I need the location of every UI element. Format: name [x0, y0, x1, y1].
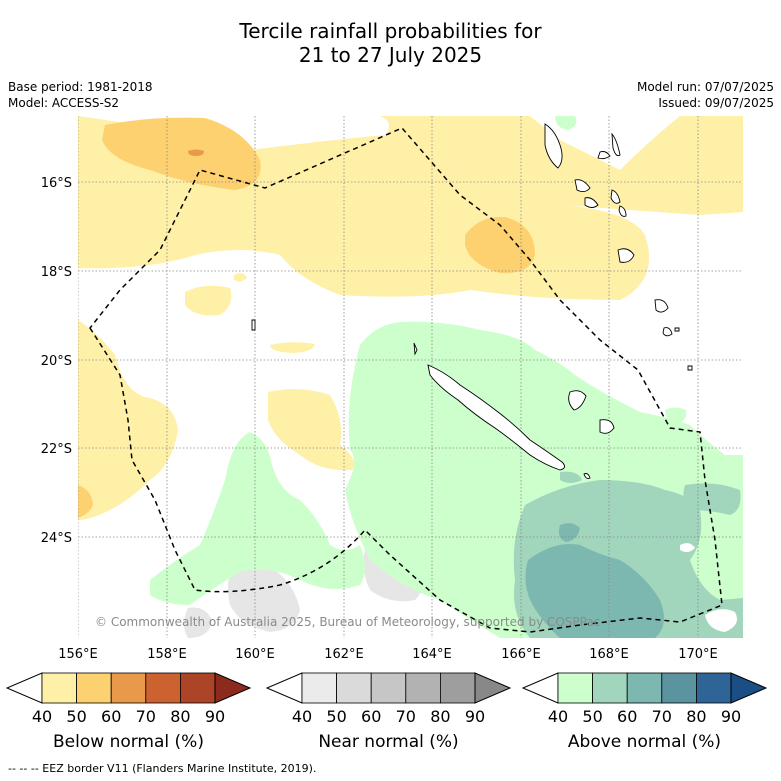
near-normal-colorbar-title: Near normal (%)	[318, 732, 458, 752]
near-normal-colorbar-segment	[439, 672, 476, 704]
model-name: Model: ACCESS-S2	[8, 96, 120, 110]
vanuatu-islands	[544, 123, 563, 169]
below-normal-colorbar-segment	[179, 672, 216, 704]
below-normal-colorbar-segment	[76, 672, 112, 704]
lat-label-22s: 22°S	[41, 442, 72, 457]
below-normal-colorbar-tick: 90	[205, 707, 225, 726]
lon-label-166e: 166°E	[501, 647, 541, 662]
near-normal-colorbar-tick: 50	[326, 707, 346, 726]
near-normal-colorbar-under-triangle	[265, 672, 303, 704]
above-normal-colorbar-over-triangle	[730, 672, 768, 704]
near-normal-colorbar-over-triangle	[474, 672, 512, 704]
above-normal-colorbar-tick: 40	[548, 707, 568, 726]
above-normal-60-70-region	[525, 523, 664, 638]
above-normal-colorbar-title: Above normal (%)	[568, 732, 721, 752]
longitude-labels: 156°E 158°E 160°E 162°E 164°E 166°E 168°…	[58, 647, 718, 662]
above-normal-colorbar-segment	[696, 672, 732, 704]
near-normal-colorbar-segment	[405, 672, 441, 704]
coastlines	[251, 123, 693, 479]
lon-label-168e: 168°E	[589, 647, 629, 662]
lon-label-170e: 170°E	[678, 647, 718, 662]
below-normal-colorbar-tick: 40	[32, 707, 52, 726]
lat-label-24s: 24°S	[41, 531, 72, 546]
near-normal-colorbar-tick: 60	[361, 707, 381, 726]
lon-label-158e: 158°E	[147, 647, 187, 662]
near-normal-colorbar-segment	[336, 672, 372, 704]
near-normal-colorbar-tick: 90	[465, 707, 485, 726]
near-normal-colorbar-tick: 40	[292, 707, 312, 726]
above-normal-colorbar-under-triangle	[521, 672, 559, 704]
lon-label-162e: 162°E	[324, 647, 364, 662]
lon-label-156e: 156°E	[58, 647, 98, 662]
eez-footer-note: -- -- -- EEZ border V11 (Flanders Marine…	[8, 762, 317, 775]
above-normal-colorbar-segment	[592, 672, 628, 704]
above-normal-colorbar-tick: 50	[582, 707, 602, 726]
below-normal-60-70-region	[188, 149, 204, 156]
near-normal-colorbar-tick: 70	[396, 707, 416, 726]
above-normal-colorbar-segment	[661, 672, 697, 704]
below-normal-colorbar-tick: 50	[66, 707, 86, 726]
near-normal-colorbar-segment	[370, 672, 407, 704]
map-title-line1: Tercile rainfall probabilities for	[239, 19, 542, 43]
above-normal-colorbar-tick: 90	[721, 707, 741, 726]
lat-label-20s: 20°S	[41, 354, 72, 369]
lat-label-16s: 16°S	[41, 176, 72, 191]
map-title-line2: 21 to 27 July 2025	[298, 43, 483, 67]
copyright-notice: © Commonwealth of Australia 2025, Bureau…	[95, 615, 600, 629]
below-normal-colorbar-segment	[145, 672, 181, 704]
lat-label-18s: 18°S	[41, 265, 72, 280]
below-normal-colorbar-tick: 60	[101, 707, 121, 726]
below-normal-colorbar-segment	[41, 672, 77, 704]
above-normal-colorbar-tick: 80	[686, 707, 706, 726]
base-period: Base period: 1981-2018	[8, 80, 153, 94]
below-normal-colorbar-over-triangle	[214, 672, 252, 704]
latitude-labels: 16°S 18°S 20°S 22°S 24°S	[41, 176, 72, 546]
no-signal-patches	[680, 543, 738, 632]
colorbar-near-normal: 40 50 60 70 80 90 Near normal (%)	[265, 672, 512, 752]
above-normal-colorbar-segment	[626, 672, 663, 704]
lon-label-160e: 160°E	[235, 647, 275, 662]
below-normal-colorbar-segment	[110, 672, 147, 704]
below-normal-colorbar-under-triangle	[5, 672, 43, 704]
near-normal-colorbar-tick: 80	[430, 707, 450, 726]
below-normal-colorbar-title: Below normal (%)	[53, 732, 204, 752]
lon-label-164e: 164°E	[412, 647, 452, 662]
eez-border	[89, 127, 723, 633]
above-normal-colorbar-segment	[557, 672, 593, 704]
new-caledonia-island	[427, 364, 565, 471]
map-area: © Commonwealth of Australia 2025, Bureau…	[78, 116, 743, 638]
below-normal-50-60-region	[78, 117, 535, 518]
below-normal-colorbar-tick: 80	[170, 707, 190, 726]
above-normal-colorbar-tick: 60	[617, 707, 637, 726]
below-normal-colorbar-tick: 70	[136, 707, 156, 726]
model-run-date: Model run: 07/07/2025	[636, 80, 774, 94]
above-normal-colorbar-tick: 70	[652, 707, 672, 726]
near-normal-colorbar-segment	[301, 672, 337, 704]
issued-date: Issued: 09/07/2025	[658, 96, 774, 110]
